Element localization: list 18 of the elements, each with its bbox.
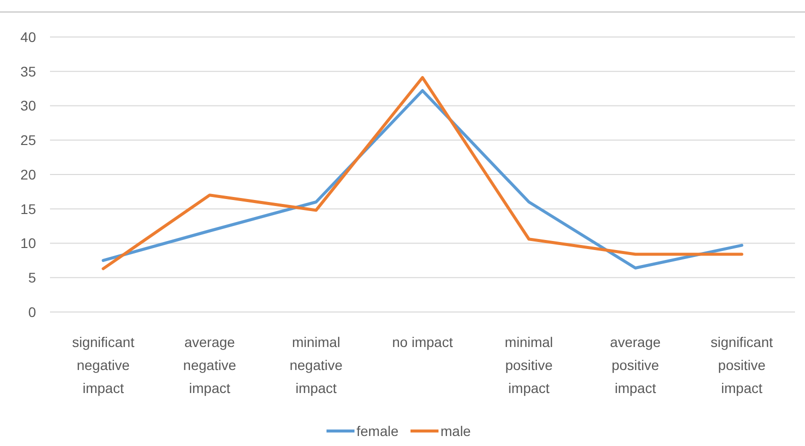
x-tick-label: significant negative impact xyxy=(72,334,134,396)
x-tick-label: no impact xyxy=(392,334,453,350)
x-tick-label: average negative impact xyxy=(183,334,236,396)
x-tick-label: minimal negative impact xyxy=(290,334,343,396)
y-tick-label: 15 xyxy=(20,200,36,217)
y-tick-label: 40 xyxy=(20,28,36,45)
x-tick-label: significant positive impact xyxy=(710,334,774,396)
legend-label: male xyxy=(440,423,472,439)
y-tick-label: 35 xyxy=(20,63,36,80)
legend-label: female xyxy=(356,423,399,439)
x-tick-label: average positive impact xyxy=(610,334,661,396)
y-tick-label: 20 xyxy=(20,166,36,182)
y-tick-label: 25 xyxy=(20,132,36,148)
y-tick-label: 10 xyxy=(20,235,36,252)
x-tick-label: minimal positive impact xyxy=(504,334,554,396)
y-tick-label: 5 xyxy=(28,270,36,286)
y-tick-label: 30 xyxy=(20,98,36,114)
y-tick-label: 0 xyxy=(28,304,36,320)
